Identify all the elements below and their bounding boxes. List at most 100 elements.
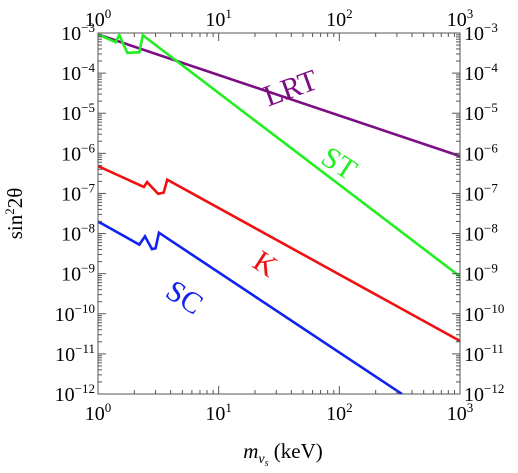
y-axis-title-argument: 2θ — [3, 188, 27, 209]
tick-exponent: −9 — [484, 261, 498, 276]
series-line-k — [98, 164, 460, 343]
y-axis-title: sin22θ — [2, 188, 27, 240]
y-tick-label: 10−6 — [61, 140, 95, 165]
y-tick-label: 10−4 — [61, 60, 95, 85]
tick-exponent: −4 — [81, 60, 95, 75]
tick-exponent: −5 — [81, 100, 95, 115]
y-tick-label: 10−3 — [61, 20, 95, 45]
tick-exponent: −7 — [484, 180, 498, 195]
tick-base: 10 — [61, 63, 81, 85]
tick-exponent: −8 — [81, 221, 95, 236]
y-tick-label-right: 10−10 — [464, 301, 504, 326]
x-tick-label: 101 — [205, 400, 232, 425]
tick-base: 10 — [326, 9, 346, 31]
tick-base: 10 — [61, 183, 81, 205]
y-axis-title-power: 2 — [2, 208, 17, 215]
series-label-k: K — [247, 244, 283, 284]
tick-exponent: 2 — [346, 6, 353, 21]
tick-base: 10 — [464, 304, 484, 326]
tick-exponent: −9 — [81, 261, 95, 276]
tick-base: 10 — [464, 23, 484, 45]
tick-exponent: −12 — [484, 381, 504, 396]
tick-exponent: −11 — [75, 341, 95, 356]
tick-base: 10 — [55, 344, 75, 366]
y-tick-label-right: 10−4 — [464, 60, 498, 85]
axis-ticks — [97, 32, 461, 395]
tick-exponent: −10 — [75, 301, 95, 316]
x-tick-label: 102 — [326, 400, 353, 425]
y-tick-label-right: 10−3 — [464, 20, 498, 45]
x-tick-label-top: 102 — [326, 6, 353, 31]
tick-exponent: 0 — [105, 6, 112, 21]
x-tick-label: 100 — [85, 400, 112, 425]
y-tick-label-right: 10−8 — [464, 221, 498, 246]
tick-exponent: 3 — [467, 400, 474, 415]
tick-base: 10 — [55, 384, 75, 406]
tick-exponent: −5 — [484, 100, 498, 115]
tick-exponent: 1 — [225, 6, 232, 21]
x-tick-label-top: 101 — [205, 6, 232, 31]
tick-base: 10 — [61, 103, 81, 125]
plot-frame — [97, 32, 461, 395]
tick-exponent: −11 — [484, 341, 504, 356]
y-tick-label-right: 10−9 — [464, 261, 498, 286]
tick-base: 10 — [205, 9, 225, 31]
tick-exponent: −10 — [484, 301, 504, 316]
tick-base: 10 — [61, 23, 81, 45]
tick-base: 10 — [464, 344, 484, 366]
tick-exponent: −12 — [75, 381, 95, 396]
tick-exponent: −8 — [484, 221, 498, 236]
x-axis-title-symbol: m — [243, 439, 258, 463]
tick-exponent: 0 — [105, 400, 112, 415]
tick-exponent: 2 — [346, 400, 353, 415]
tick-exponent: −6 — [81, 140, 95, 155]
axis-titles: mνs (keV) sin22θ — [2, 188, 323, 469]
tick-exponent: −4 — [484, 60, 498, 75]
tick-base: 10 — [205, 403, 225, 425]
series-line-lrt — [98, 33, 460, 158]
tick-base: 10 — [85, 9, 105, 31]
tick-base: 10 — [85, 403, 105, 425]
tick-base: 10 — [464, 63, 484, 85]
y-tick-label: 10−11 — [55, 341, 95, 366]
y-tick-label: 10−5 — [61, 100, 95, 125]
plot-border — [97, 32, 461, 395]
tick-base: 10 — [55, 304, 75, 326]
tick-base: 10 — [326, 403, 346, 425]
tick-base: 10 — [61, 264, 81, 286]
series-label-st: ST — [315, 140, 362, 187]
tick-base: 10 — [464, 264, 484, 286]
tick-base: 10 — [464, 103, 484, 125]
x-axis-title-unit: (keV) — [269, 439, 323, 463]
x-tick-label-top: 103 — [447, 6, 474, 31]
tick-base: 10 — [464, 384, 484, 406]
y-tick-label-right: 10−5 — [464, 100, 498, 125]
series-lines — [98, 33, 460, 394]
y-tick-label-right: 10−12 — [464, 381, 504, 406]
y-tick-label: 10−9 — [61, 261, 95, 286]
x-axis-title: mνs (keV) — [243, 439, 323, 468]
tick-exponent: −3 — [484, 20, 498, 35]
tick-base: 10 — [447, 403, 467, 425]
x-tick-label: 103 — [447, 400, 474, 425]
tick-exponent: −7 — [81, 180, 95, 195]
tick-base: 10 — [464, 143, 484, 165]
y-tick-label-right: 10−6 — [464, 140, 498, 165]
x-tick-label-top: 100 — [85, 6, 112, 31]
y-tick-label: 10−8 — [61, 221, 95, 246]
x-axis-title-subscript: ν — [258, 452, 265, 467]
tick-base: 10 — [61, 143, 81, 165]
tick-exponent: −6 — [484, 140, 498, 155]
y-tick-label-right: 10−7 — [464, 180, 498, 205]
tick-exponent: 3 — [467, 6, 474, 21]
y-axis-title-function: sin — [3, 214, 27, 239]
tick-base: 10 — [447, 9, 467, 31]
tick-exponent: 1 — [225, 400, 232, 415]
tick-base: 10 — [61, 224, 81, 246]
tick-base: 10 — [464, 183, 484, 205]
y-tick-label: 10−7 — [61, 180, 95, 205]
series-label-sc: SC — [160, 274, 209, 322]
